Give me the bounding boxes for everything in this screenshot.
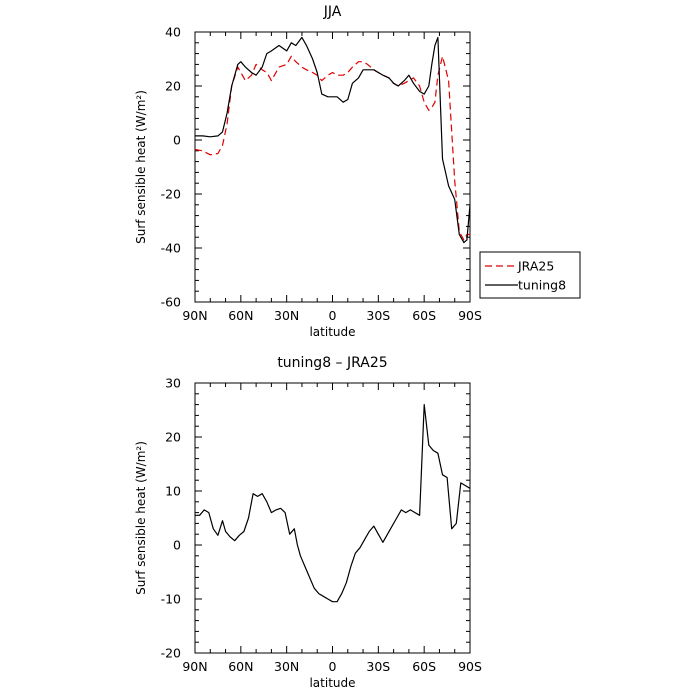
x-tick-label: 60N <box>228 308 253 323</box>
y-tick-label: 0 <box>173 133 181 148</box>
y-tick-label: 0 <box>173 538 181 553</box>
y-tick-label: 40 <box>165 25 181 40</box>
x-axis-label: latitude <box>309 325 355 339</box>
x-tick-label: 0 <box>329 308 337 323</box>
legend-label-tuning8: tuning8 <box>518 278 566 293</box>
x-tick-label: 60S <box>412 659 436 674</box>
y-tick-label: -40 <box>161 241 181 256</box>
difference-panel: tuning8 – JRA25 90N 60N 30N 0 30S 60S 90S -20 -10… <box>134 355 482 690</box>
series-line-tuning8 <box>195 36 471 244</box>
y-axis-label: Surf sensible heat (W/m²) <box>134 441 148 595</box>
chart-title: tuning8 – JRA25 <box>277 355 387 371</box>
series-line-jra25 <box>194 55 470 241</box>
legend-label-jra25: JRA25 <box>517 259 554 274</box>
y-tick-label: -20 <box>161 187 181 202</box>
x-axis-label: latitude <box>309 676 355 690</box>
x-tick-label: 0 <box>329 659 337 674</box>
jja-panel: JJA 90N 60N 30N 0 30S 60S 90S -60 -40 -20 0 20 40 lati… <box>134 4 581 339</box>
y-tick-label: -10 <box>161 592 181 607</box>
x-tick-label: 90N <box>182 659 207 674</box>
y-tick-label: 10 <box>165 484 181 499</box>
y-axis-label: Surf sensible heat (W/m²) <box>134 90 148 244</box>
chart-title: JJA <box>323 4 342 20</box>
plot-frame <box>194 382 471 654</box>
x-tick-label: 30S <box>366 659 390 674</box>
y-tick-label: 20 <box>165 79 181 94</box>
x-tick-label: 90N <box>182 308 207 323</box>
x-tick-label: 90S <box>458 308 482 323</box>
y-tick-label: 30 <box>165 376 181 391</box>
x-tick-label: 60N <box>228 659 253 674</box>
x-tick-label: 30S <box>366 308 390 323</box>
y-tick-label: -60 <box>161 295 181 310</box>
x-tick-label: 30N <box>274 659 299 674</box>
series-line-difference <box>195 404 471 603</box>
x-tick-label: 60S <box>412 308 436 323</box>
legend-box <box>479 251 581 299</box>
y-tick-label: -20 <box>161 646 181 661</box>
y-tick-label: 20 <box>165 430 181 445</box>
x-tick-label: 30N <box>274 308 299 323</box>
x-tick-label: 90S <box>458 659 482 674</box>
